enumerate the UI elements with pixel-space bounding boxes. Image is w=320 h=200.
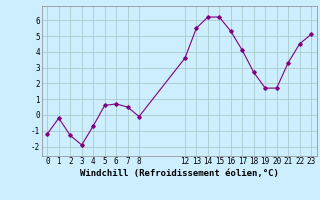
X-axis label: Windchill (Refroidissement éolien,°C): Windchill (Refroidissement éolien,°C) [80, 169, 279, 178]
